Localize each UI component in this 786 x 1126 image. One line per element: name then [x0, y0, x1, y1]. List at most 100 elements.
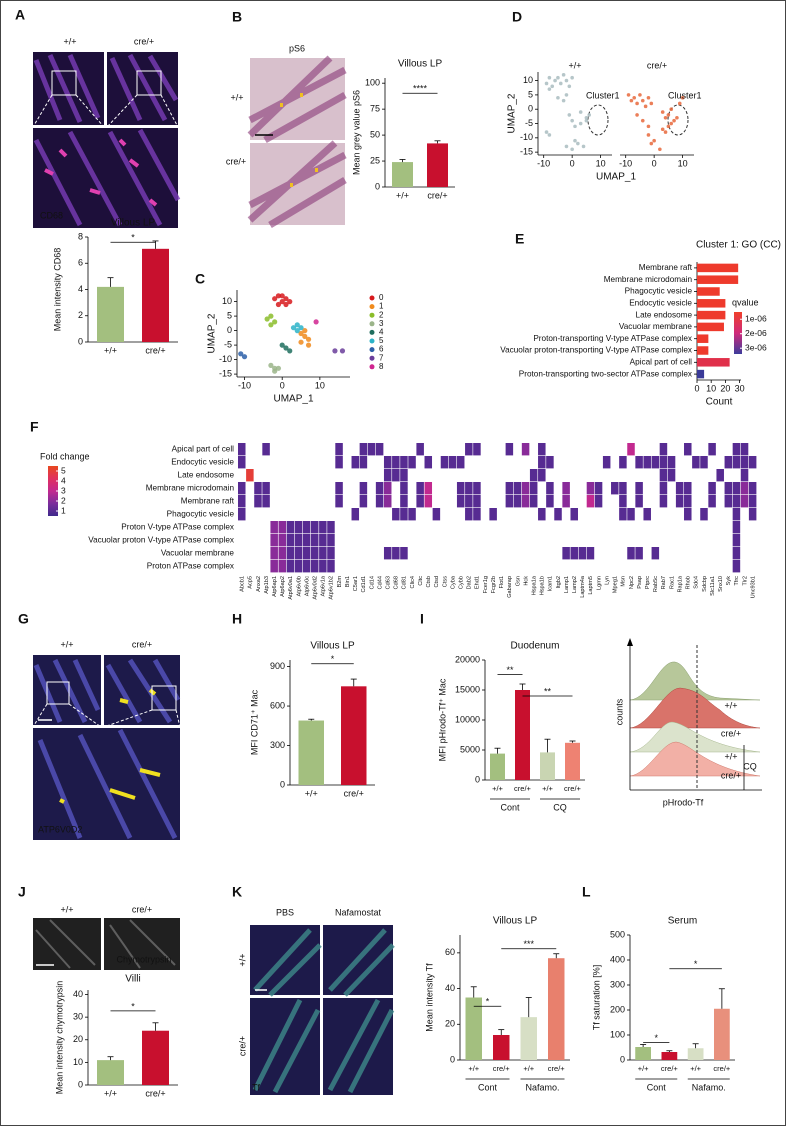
point [663, 115, 668, 120]
heat-cell [270, 547, 278, 560]
heat-cell [270, 560, 278, 573]
column-label: Rab5c [653, 576, 659, 592]
heat-cell [302, 560, 311, 573]
x-tick-label: 0 [570, 158, 575, 168]
heat-cell [505, 482, 514, 495]
column-label: Lgmn [596, 576, 602, 590]
column-label: Atp6v1a [321, 575, 327, 596]
legend-swatch [369, 355, 375, 361]
heat-cell [383, 495, 392, 508]
point [302, 333, 308, 339]
image-label: cre/+ [721, 728, 741, 738]
column-label: Abcb1 [240, 576, 246, 592]
significance-label: * [486, 997, 490, 1007]
image-label: +/+ [724, 700, 737, 710]
x-tick-label: +/+ [542, 784, 553, 793]
heat-cell [262, 495, 270, 508]
column-label: Rhob [686, 576, 692, 589]
point [268, 322, 274, 328]
point [287, 348, 293, 354]
heat-cell [432, 508, 441, 521]
y-tick-label: 40 [445, 983, 455, 993]
group-label: Cont [500, 802, 520, 812]
column-label: Atp6v0d2 [313, 576, 319, 600]
heat-cell [327, 560, 335, 573]
heat-cell [359, 456, 368, 469]
bar [97, 286, 124, 342]
point [272, 296, 278, 302]
x-tick-label: +/+ [523, 1064, 534, 1073]
y-tick-label: 200 [610, 1004, 625, 1014]
x-tick-label: cre/+ [145, 1088, 165, 1098]
row-label: Proton ATPase complex [147, 562, 234, 571]
column-label: Gsn [515, 576, 521, 586]
y-tick-label: 5 [227, 310, 232, 320]
legend-label: 3 [379, 319, 384, 328]
x-tick-label: 10 [706, 383, 716, 393]
subplot-title: cre/+ [647, 60, 667, 70]
point [556, 95, 560, 100]
point [669, 107, 674, 112]
heat-cell [546, 482, 554, 495]
heat-cell [538, 456, 546, 469]
heat-cell [383, 469, 392, 482]
point [680, 95, 685, 100]
heat-cell [262, 482, 270, 495]
y-axis-label: Mean intensity chymotrypsin [54, 981, 64, 1095]
column-label: Anxa2 [256, 576, 262, 592]
point [268, 362, 274, 368]
column-label: Unc93b1 [750, 576, 756, 598]
heat-cell [732, 443, 741, 456]
x-tick-label: +/+ [638, 1064, 649, 1073]
point [643, 104, 648, 109]
heat-cell [513, 482, 522, 495]
point [268, 313, 274, 319]
heat-cell [627, 547, 635, 560]
heat-cell [643, 508, 651, 521]
y-tick-label: 2 [78, 310, 83, 320]
legend-label: 7 [379, 353, 384, 362]
column-label: Bin1 [345, 576, 351, 587]
heat-cell [456, 482, 465, 495]
heat-cell [529, 469, 538, 482]
heat-cell [708, 495, 716, 508]
chart-title: Cluster 1: GO (CC) [696, 240, 781, 251]
colorbar-tick-label: 3 [61, 485, 66, 495]
heat-cell [286, 547, 295, 560]
y-tick-label: 0 [280, 779, 285, 789]
heat-cell [456, 456, 465, 469]
row-label: Apical part of cell [172, 445, 235, 454]
heat-cell [400, 547, 408, 560]
heat-cell [513, 495, 522, 508]
point [578, 121, 583, 126]
category-label: Endocytic vesicle [629, 298, 692, 307]
heat-cell [238, 443, 246, 456]
heat-cell [270, 521, 278, 534]
x-axis-label: UMAP_1 [596, 172, 636, 183]
row-label: Vacuolar proton V-type ATPase complex [88, 536, 234, 545]
colorbar-tick-label: 2e-06 [745, 328, 767, 338]
point [649, 101, 654, 106]
heat-cell [335, 456, 343, 469]
column-label: Cd81 [402, 576, 408, 589]
x-tick-label: +/+ [468, 1064, 479, 1073]
point [305, 342, 312, 348]
x-tick-label: cre/+ [427, 190, 447, 200]
heat-cell [416, 482, 424, 495]
bar [697, 334, 709, 343]
group-label: CQ [553, 802, 567, 812]
colorbar-tick-label: 3e-06 [745, 342, 767, 352]
x-tick-label: 0 [694, 383, 699, 393]
column-label: Fcer1g [483, 576, 489, 593]
heat-cell [732, 495, 741, 508]
colorbar-tick-label: 4 [61, 475, 66, 485]
bar [392, 162, 413, 187]
column-label: Laptm5 [588, 576, 594, 595]
heat-cell [716, 469, 724, 482]
chart-title: Serum [668, 916, 697, 927]
bar [697, 263, 739, 273]
point [570, 147, 574, 152]
heat-cell [635, 456, 643, 469]
point [573, 124, 577, 129]
image-label: +/+ [60, 904, 73, 914]
